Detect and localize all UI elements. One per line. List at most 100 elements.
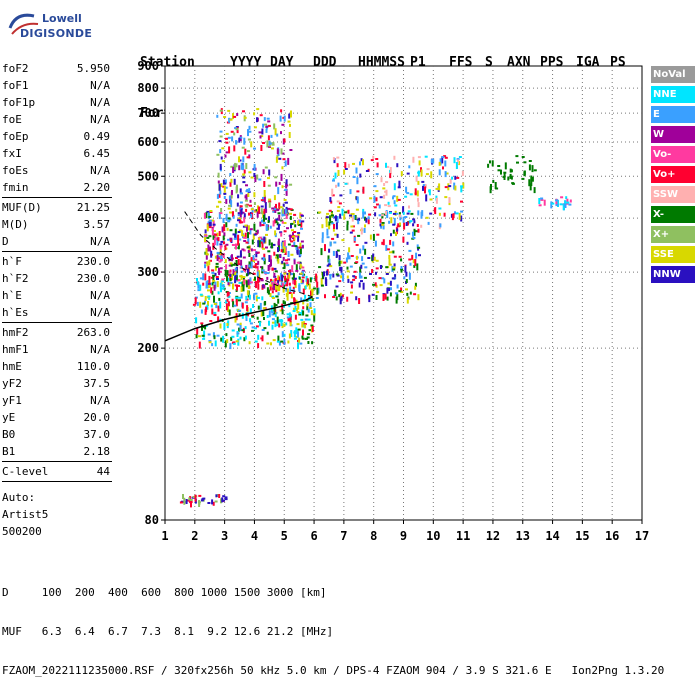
echo-point (249, 199, 252, 203)
echo-point (233, 178, 236, 185)
echo-point (273, 272, 276, 277)
echo-point (260, 240, 263, 244)
echo-point (559, 203, 563, 206)
echo-point (412, 231, 414, 237)
echo-point (252, 304, 255, 308)
echo-point (289, 320, 292, 326)
echo-point (390, 233, 392, 237)
echo-point (229, 238, 232, 242)
echo-point (417, 294, 420, 301)
echo-point (254, 175, 257, 183)
echo-point (400, 266, 403, 269)
echo-point (198, 335, 201, 338)
echo-point (284, 208, 287, 214)
echo-point (454, 175, 457, 180)
echo-point (348, 255, 351, 260)
echo-point (364, 211, 366, 215)
echo-point (336, 156, 340, 159)
echo-point (396, 195, 399, 202)
echo-point (392, 196, 394, 200)
echo-point (241, 302, 244, 309)
echo-point (293, 278, 296, 286)
echo-point (263, 190, 266, 197)
echo-point (425, 194, 428, 202)
echo-point (222, 179, 225, 185)
echo-point (376, 162, 379, 168)
echo-point (300, 318, 304, 321)
echo-point (205, 307, 208, 313)
echo-point (259, 135, 262, 139)
echo-point (250, 208, 254, 211)
echo-point (334, 172, 337, 179)
echo-point (253, 192, 256, 198)
echo-point (414, 188, 417, 196)
echo-point (204, 273, 207, 281)
echo-point (363, 227, 366, 233)
echo-point (244, 224, 248, 227)
echo-point (275, 284, 277, 290)
echo-point (289, 269, 292, 276)
echo-point (225, 132, 229, 135)
echo-point (304, 324, 307, 329)
echo-point (417, 170, 420, 177)
echo-point (244, 232, 247, 239)
echo-point (296, 248, 299, 255)
echo-point (249, 318, 252, 323)
echo-point (247, 279, 250, 286)
echo-point (277, 289, 280, 292)
echo-point (222, 335, 225, 343)
echo-point (349, 265, 353, 268)
echo-point (277, 275, 280, 281)
echo-point (430, 159, 433, 164)
echo-point (190, 500, 193, 503)
echo-point (212, 332, 215, 338)
echo-point (454, 185, 457, 191)
echo-point (207, 282, 211, 285)
echo-point (251, 326, 255, 329)
echo-point (282, 158, 286, 161)
echo-point (340, 272, 344, 275)
echo-point (232, 113, 234, 120)
echo-point (393, 255, 397, 258)
echo-point (235, 260, 238, 266)
echo-point (286, 264, 290, 267)
param-row: B1 2.18 (2, 443, 112, 460)
echo-point (331, 188, 334, 196)
x-tick-label: 6 (310, 529, 317, 543)
echo-point (284, 160, 287, 167)
echo-point (443, 212, 446, 217)
echo-point (280, 109, 283, 113)
echo-point (277, 280, 280, 286)
echo-point (280, 131, 282, 135)
param-value: 37.0 (83, 428, 111, 441)
echo-point (234, 273, 238, 276)
echo-point (521, 156, 525, 158)
echo-point (245, 163, 248, 169)
echo-point (275, 203, 277, 209)
echo-point (489, 160, 491, 164)
echo-point (220, 255, 223, 262)
echo-point (418, 254, 421, 257)
echo-point (387, 205, 391, 208)
param-name: yF1 (2, 394, 22, 407)
echo-point (231, 244, 235, 246)
echo-point (352, 278, 356, 281)
echo-point (202, 337, 206, 340)
echo-point (216, 237, 219, 241)
echo-point (279, 231, 283, 234)
legend-item-w: W (651, 126, 695, 143)
echo-point (324, 277, 327, 285)
echo-point (353, 237, 356, 242)
echo-point (365, 170, 369, 172)
echo-point (311, 341, 314, 345)
echo-point (342, 274, 345, 282)
echo-point (271, 297, 275, 299)
echo-point (420, 169, 423, 177)
echo-point (331, 214, 334, 217)
echo-point (383, 194, 386, 199)
echo-point (385, 273, 389, 275)
echo-point (278, 276, 281, 282)
echo-point (240, 192, 243, 195)
echo-point (229, 229, 233, 232)
y-tick-label: 700 (137, 106, 159, 120)
